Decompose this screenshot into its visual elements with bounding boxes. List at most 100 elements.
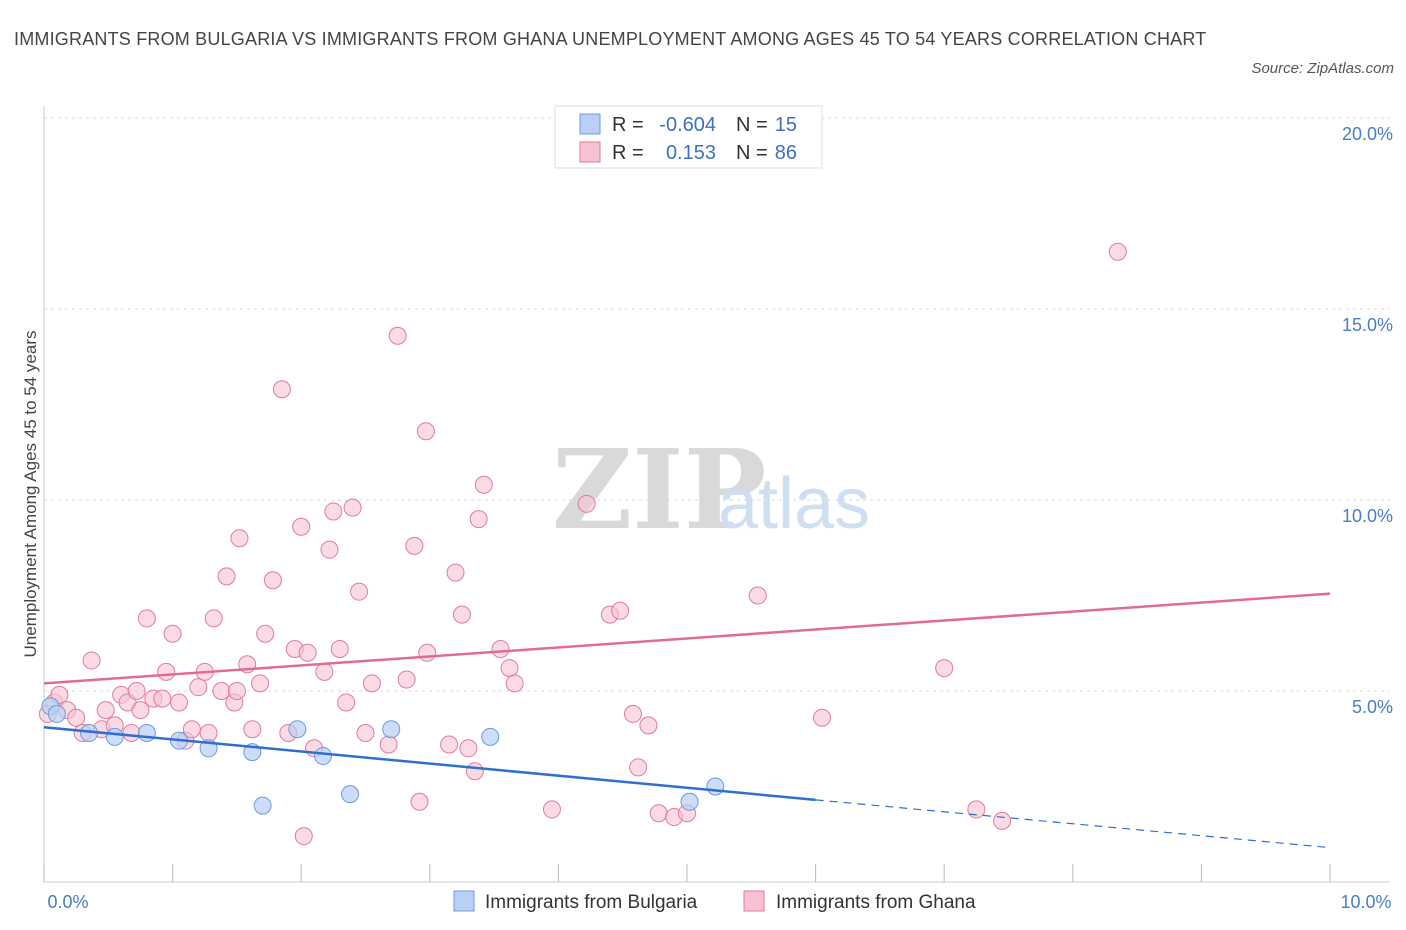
ghana-point: [542, 800, 561, 819]
ghana-point: [446, 563, 465, 582]
y-tick-label-0: 5.0%: [1352, 697, 1393, 717]
ghana-point: [67, 708, 86, 727]
ghana-point: [474, 475, 493, 494]
bulgaria-point: [481, 727, 500, 746]
ghana-point: [153, 689, 172, 708]
ghana-point: [967, 800, 986, 819]
bulgaria-point: [137, 724, 156, 743]
ghana-point: [127, 682, 146, 700]
ghana-point: [204, 609, 223, 628]
legend-swatch-bulgaria: [579, 113, 601, 135]
ghana-point: [440, 735, 459, 754]
ghana-point: [416, 422, 435, 441]
bulgaria-point: [253, 796, 272, 815]
ghana-point: [611, 601, 630, 620]
bulgaria-points: [41, 697, 725, 815]
x-tick-label-0: 0.0%: [47, 892, 88, 912]
ghana-point: [397, 670, 416, 689]
bottom-legend-swatch-bulgaria: [453, 890, 475, 912]
ghana-point: [227, 682, 246, 700]
ghana-point: [577, 494, 596, 513]
ghana-point: [639, 716, 658, 735]
ghana-point: [137, 609, 156, 628]
ghana-point: [122, 724, 141, 743]
ghana-point: [405, 536, 424, 555]
ghana-point: [272, 380, 291, 399]
ghana-point: [337, 693, 356, 712]
legend-ghana-r-value: 0.153: [666, 142, 716, 164]
legend-swatch-ghana: [579, 141, 601, 163]
ghana-point: [315, 662, 334, 681]
ghana-point: [243, 720, 262, 739]
ghana-point: [935, 659, 954, 678]
legend-bulgaria-n-value: 15: [775, 114, 797, 136]
ghana-point: [251, 674, 270, 693]
ghana-point: [356, 724, 375, 743]
ghana-point: [324, 502, 343, 521]
ghana-point: [993, 811, 1012, 830]
axes: [43, 106, 1390, 883]
x-tick-label-1: 10.0%: [1340, 892, 1391, 912]
legend-ghana-n-label: N =: [736, 142, 768, 164]
ghana-point: [320, 540, 339, 559]
legend-bulgaria-r-label: R =: [612, 114, 644, 136]
gridlines: [44, 117, 1390, 692]
ghana-point: [298, 643, 317, 662]
ghana-point: [330, 639, 349, 658]
ghana-point: [491, 639, 510, 658]
legend-ghana-r-label: R =: [612, 142, 644, 164]
correlation-legend: R = -0.604 N = 15 R = 0.153 N = 86: [554, 105, 823, 169]
ghana-point: [452, 605, 471, 624]
legend-bulgaria-r-value: -0.604: [659, 114, 716, 136]
bulgaria-point: [382, 720, 401, 739]
ghana-point: [199, 724, 218, 743]
ghana-point: [82, 651, 101, 670]
ghana-point: [418, 643, 437, 662]
ghana-point: [629, 758, 648, 777]
watermark-zip: ZIP: [552, 425, 766, 554]
chart-title: IMMIGRANTS FROM BULGARIA VS IMMIGRANTS F…: [14, 29, 1207, 49]
ghana-point: [500, 659, 519, 678]
ghana-point: [170, 693, 189, 712]
bulgaria-point: [314, 746, 333, 765]
bottom-legend-ghana: Immigrants from Ghana: [776, 892, 976, 913]
ghana-points: [38, 242, 1127, 846]
bulgaria-point: [47, 704, 66, 723]
ghana-point: [256, 624, 275, 643]
ghana-point: [748, 586, 767, 605]
y-tick-label-1: 10.0%: [1342, 506, 1393, 526]
ghana-point: [217, 567, 236, 586]
bulgaria-point: [706, 777, 725, 796]
y-axis-label: Unemployment Among Ages 45 to 54 years: [21, 331, 40, 658]
bulgaria-point: [105, 727, 124, 746]
bulgaria-trend-line: [43, 726, 816, 802]
ghana-point: [505, 674, 524, 693]
ghana-point: [230, 529, 249, 548]
ghana-point: [469, 510, 488, 529]
ghana-point: [379, 735, 398, 754]
ghana-point: [96, 701, 115, 720]
bulgaria-point: [288, 720, 307, 739]
ghana-point: [350, 582, 369, 601]
ghana-point: [362, 674, 381, 693]
ghana-point: [292, 517, 311, 536]
legend-bulgaria-n-label: N =: [736, 114, 768, 136]
ghana-point: [189, 678, 208, 697]
ghana-point: [649, 804, 668, 823]
bulgaria-point: [680, 792, 699, 811]
ghana-point: [465, 762, 484, 781]
ghana-point: [410, 792, 429, 811]
ghana-trend-line: [43, 592, 1331, 685]
ghana-point: [623, 704, 642, 723]
x-tick-labels: 0.0% 10.0%: [47, 892, 1391, 912]
ghana-point: [263, 571, 282, 590]
ghana-point: [1108, 242, 1127, 261]
trend-lines: [43, 592, 1331, 849]
bulgaria-point: [341, 785, 360, 804]
y-tick-labels: 5.0% 10.0% 15.0% 20.0%: [1342, 124, 1393, 717]
ghana-point: [459, 739, 478, 758]
legend-ghana-n-value: 86: [775, 142, 797, 164]
ghana-point: [388, 326, 407, 345]
bottom-legend-swatch-ghana: [743, 890, 765, 912]
